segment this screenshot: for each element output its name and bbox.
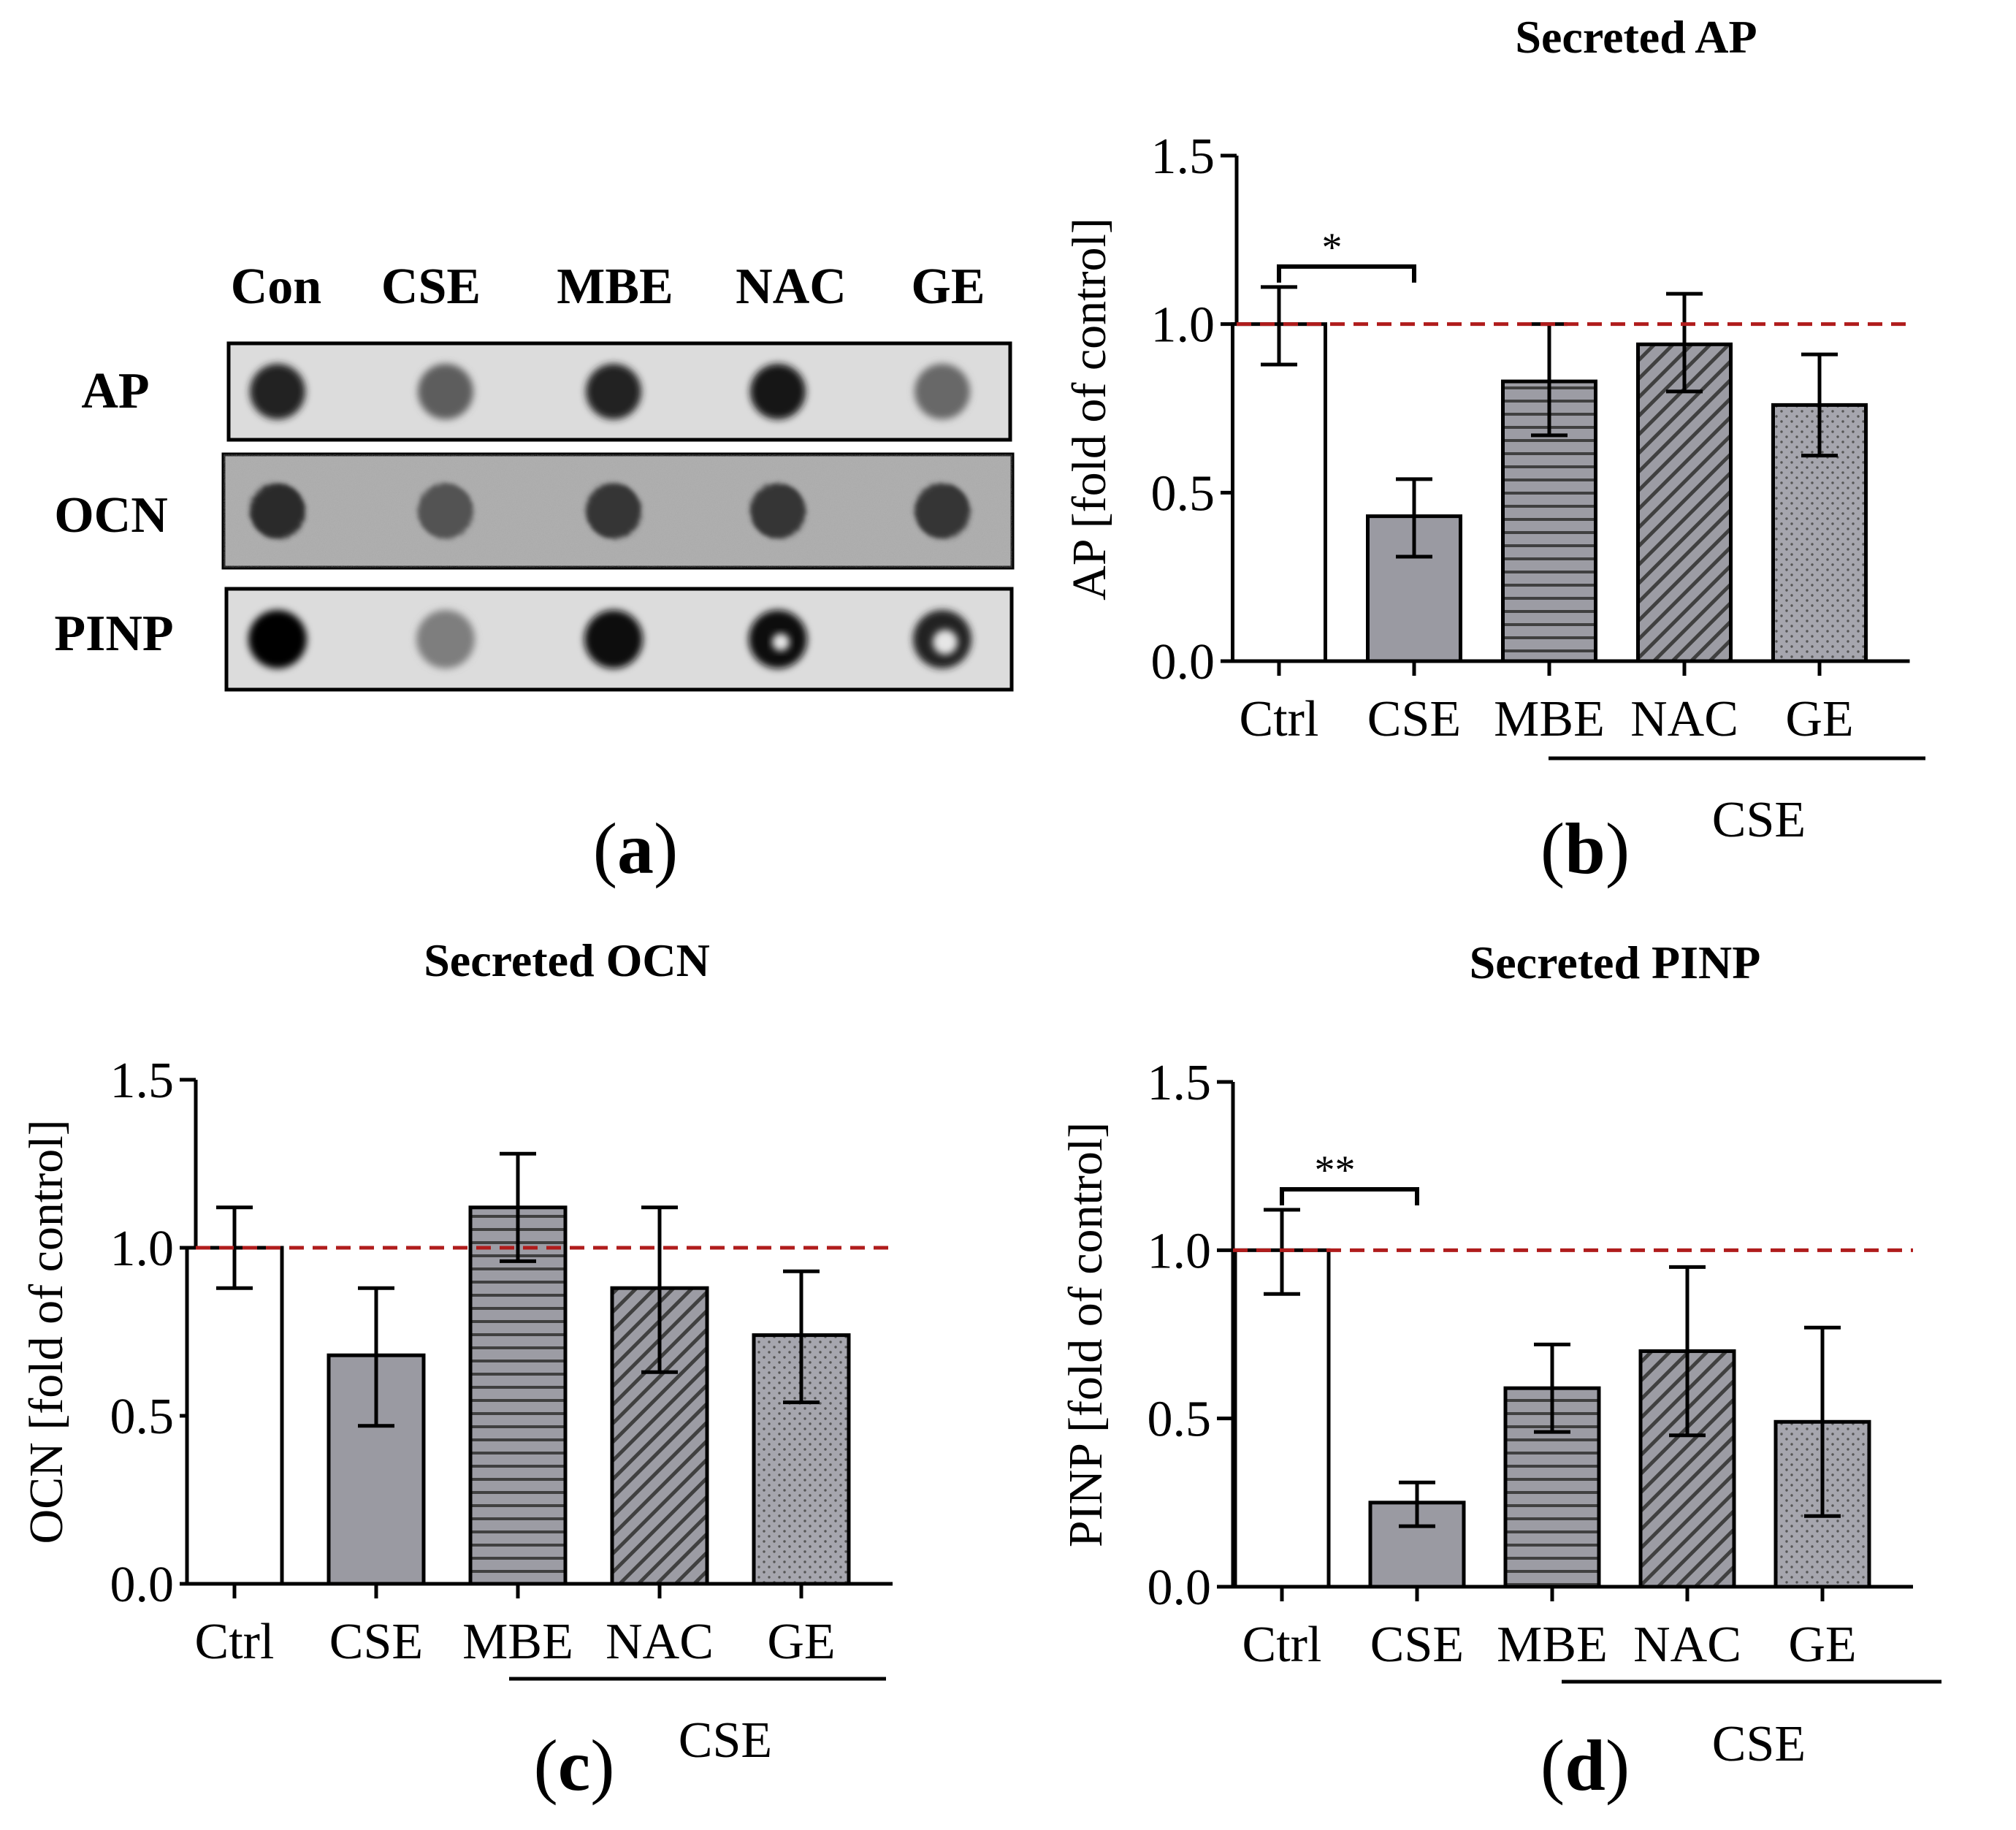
y-tick-label: 0.5 xyxy=(1148,1392,1212,1448)
y-tick-label: 1.5 xyxy=(110,1053,175,1109)
blot-column-label: CSE xyxy=(381,259,481,315)
x-tick-label: GE xyxy=(1788,1617,1856,1673)
panel-letter: c xyxy=(558,1725,590,1806)
blot-column-label: GE xyxy=(911,259,985,315)
x-tick-label: MBE xyxy=(1494,691,1605,747)
chart-secreted-ocn: Secreted OCN OCN [fold of control] 0.0 0.5 1… xyxy=(20,934,893,1806)
x-tick-label: MBE xyxy=(1497,1617,1608,1673)
blot-dot xyxy=(248,610,307,668)
significance-label: * xyxy=(1322,225,1343,270)
y-tick-label: 1.5 xyxy=(1151,129,1215,185)
blot-dot xyxy=(416,610,475,668)
group-label: CSE xyxy=(679,1712,772,1769)
y-tick-label: 0.0 xyxy=(110,1557,175,1613)
blot-dot-center xyxy=(772,633,790,651)
x-tick-label: Ctrl xyxy=(1240,691,1319,747)
x-tick-label: GE xyxy=(767,1614,835,1670)
y-tick-label: 0.5 xyxy=(110,1389,175,1445)
bar-ctrl xyxy=(1233,1248,1331,1589)
group-label: CSE xyxy=(1712,792,1806,848)
chart-title: Secreted OCN xyxy=(424,934,710,986)
panel-label-b: (b) xyxy=(1540,808,1630,889)
chart-secreted-ap: Secreted AP AP [fold of control] 0.0 0.5 1.0… xyxy=(1063,11,1925,889)
x-tick-label: Ctrl xyxy=(195,1614,275,1670)
bar-mbe xyxy=(468,1205,568,1586)
chart-secreted-pinp: Secreted PINP PINP [fold of control] 0.0 0.… xyxy=(1059,937,1941,1806)
dot-blot-panel: Con CSE MBE NAC GE AP OCN PINP (a) xyxy=(54,259,1015,889)
panel-letter: d xyxy=(1565,1725,1605,1806)
blot-row-label: AP xyxy=(81,363,149,419)
blot-dot xyxy=(250,483,305,539)
y-axis-label: PINP [fold of control] xyxy=(1059,1122,1112,1547)
blot-row-label: PINP xyxy=(54,606,173,662)
bar-ctrl xyxy=(1231,322,1327,663)
x-tick-label: CSE xyxy=(329,1614,423,1670)
blot-column-label: Con xyxy=(231,259,321,315)
blot-dot xyxy=(586,483,641,539)
y-tick-label: 1.0 xyxy=(1148,1223,1212,1279)
blot-column-label: MBE xyxy=(557,259,673,315)
x-tick-label: CSE xyxy=(1370,1617,1464,1673)
y-axis-label: OCN [fold of control] xyxy=(20,1119,73,1544)
blot-dot xyxy=(750,483,806,539)
chart-title: Secreted AP xyxy=(1515,11,1757,63)
blot-dot xyxy=(915,364,970,419)
significance-bracket xyxy=(1280,1187,1419,1206)
panel-label-d: (d) xyxy=(1540,1725,1630,1806)
blot-strips xyxy=(221,341,1015,692)
blot-dot xyxy=(750,364,806,419)
blot-dot xyxy=(586,364,641,419)
chart-title: Secreted PINP xyxy=(1470,937,1761,988)
x-tick-label: CSE xyxy=(1367,691,1461,747)
bar-ctrl xyxy=(185,1246,284,1586)
blot-dot xyxy=(418,364,473,419)
x-tick-label: MBE xyxy=(462,1614,573,1670)
blot-dot xyxy=(584,610,643,668)
group-label: CSE xyxy=(1712,1716,1806,1772)
significance-label: ** xyxy=(1315,1148,1356,1193)
panel-label-c: (c) xyxy=(533,1725,614,1806)
y-tick-label: 1.0 xyxy=(110,1221,175,1277)
y-axis-label: AP [fold of control] xyxy=(1063,218,1116,601)
blot-dot xyxy=(915,483,970,539)
x-tick-label: NAC xyxy=(1630,691,1738,747)
significance-bracket xyxy=(1277,264,1416,283)
y-tick-label: 1.5 xyxy=(1148,1055,1212,1111)
blot-dot xyxy=(250,364,305,419)
x-tick-label: NAC xyxy=(1633,1617,1741,1673)
blot-dot xyxy=(418,483,473,539)
blot-row-label: OCN xyxy=(54,487,168,544)
x-tick-label: Ctrl xyxy=(1242,1617,1322,1673)
panel-label-a: (a) xyxy=(593,808,679,889)
bar-nac xyxy=(1636,342,1733,663)
panel-letter: b xyxy=(1565,808,1605,889)
y-tick-label: 0.0 xyxy=(1151,634,1215,690)
x-tick-label: NAC xyxy=(606,1614,714,1670)
y-tick-label: 0.0 xyxy=(1148,1560,1212,1616)
x-tick-label: GE xyxy=(1785,691,1853,747)
blot-dot-center xyxy=(933,630,958,655)
y-tick-label: 1.0 xyxy=(1151,297,1215,354)
blot-column-label: NAC xyxy=(736,259,847,315)
y-tick-label: 0.5 xyxy=(1151,465,1215,522)
